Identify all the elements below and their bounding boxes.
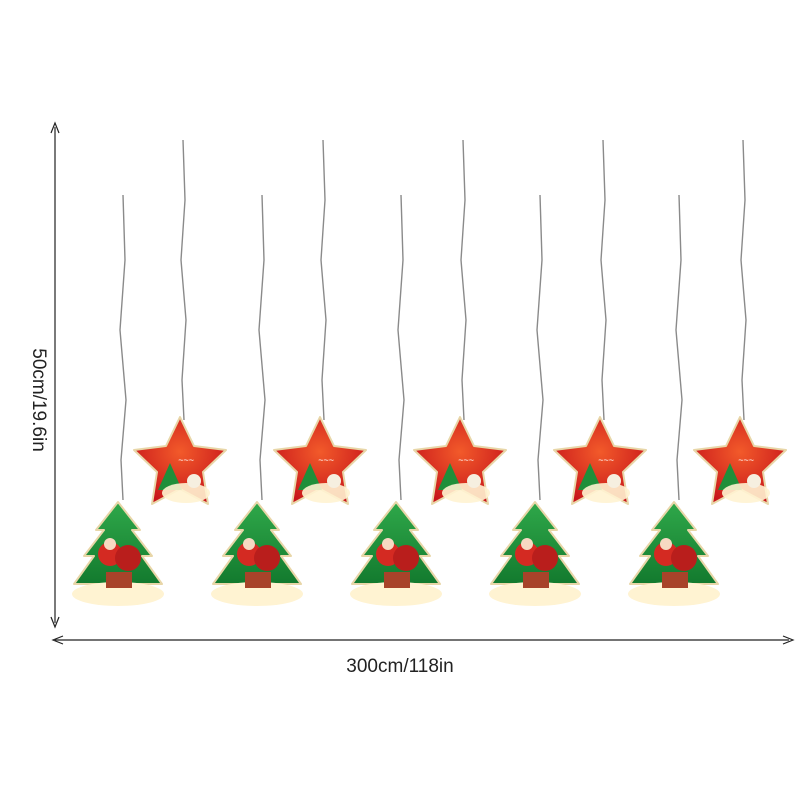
width-label: 300cm/118in: [346, 656, 453, 677]
star-wires: [180, 139, 747, 421]
wire: [119, 194, 127, 501]
width-dimension: 300cm/118in: [51, 635, 795, 677]
height-dimension: 50cm/19.6in: [28, 121, 60, 629]
wire: [675, 194, 683, 501]
wire: [180, 139, 187, 421]
height-label: 50cm/19.6in: [28, 348, 49, 452]
wire: [320, 139, 327, 421]
wire: [740, 139, 747, 421]
tree-pendants: [71, 501, 721, 607]
star-pendants: [133, 416, 787, 505]
wire: [397, 194, 405, 501]
star-pendant: [413, 416, 507, 505]
tree-pendant: [71, 501, 165, 607]
star-pendant: [553, 416, 647, 505]
star-pendant: [693, 416, 787, 505]
wire: [600, 139, 607, 421]
arrow-head: [51, 635, 64, 645]
tree-pendant: [210, 501, 304, 607]
wire: [258, 194, 266, 501]
star-pendant: [133, 416, 227, 505]
tree-wires: [119, 194, 683, 501]
arrow-head: [50, 121, 60, 134]
wire: [536, 194, 544, 501]
tree-pendant: [627, 501, 721, 607]
arrow-head: [50, 616, 60, 629]
star-pendant: [273, 416, 367, 505]
arrow-head: [782, 635, 795, 645]
wire: [460, 139, 467, 421]
tree-pendant: [349, 501, 443, 607]
tree-pendant: [488, 501, 582, 607]
